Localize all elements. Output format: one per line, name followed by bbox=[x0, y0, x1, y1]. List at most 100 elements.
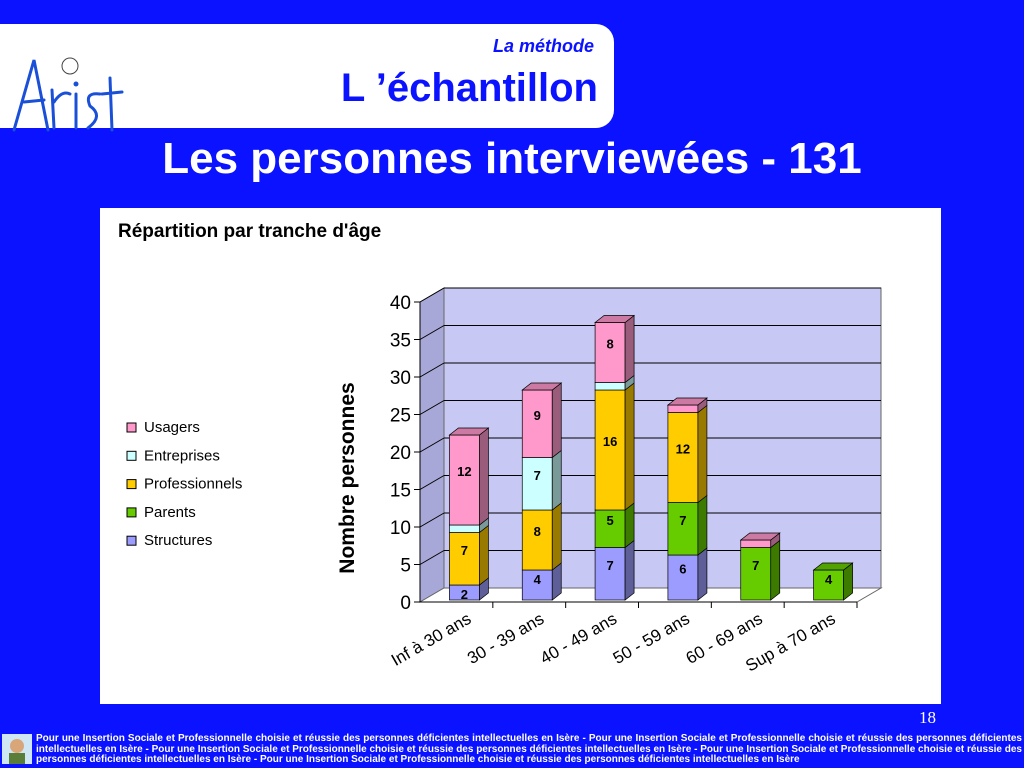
bar-segment bbox=[813, 569, 844, 601]
bar-segment bbox=[740, 547, 772, 601]
gridline-side bbox=[419, 287, 445, 303]
gridline-side bbox=[419, 550, 445, 565]
bar-segment bbox=[594, 322, 626, 383]
bar-segment-side bbox=[551, 382, 562, 459]
legend-swatch bbox=[126, 450, 137, 461]
bar-segment bbox=[449, 434, 480, 526]
bar-segment-side bbox=[624, 382, 635, 511]
footer-text: Pour une Insertion Sociale et Profession… bbox=[36, 733, 1022, 765]
chart-title: Répartition par tranche d'âge bbox=[118, 221, 381, 242]
bar-segment-side bbox=[697, 404, 708, 504]
bar-segment-side bbox=[624, 502, 635, 549]
data-label: 4 bbox=[825, 572, 833, 587]
arist-logo bbox=[12, 57, 124, 132]
bar-segment-side bbox=[697, 547, 708, 601]
y-tick-label: 15 bbox=[390, 481, 411, 502]
header-panel: La méthode L ’échantillon bbox=[0, 24, 614, 132]
data-label: 4 bbox=[534, 572, 542, 587]
bar-segment bbox=[449, 532, 480, 586]
y-tick-label: 20 bbox=[390, 443, 411, 464]
data-label: 16 bbox=[603, 434, 617, 449]
x-tick-label: 30 - 39 ans bbox=[464, 609, 547, 668]
legend-swatch bbox=[126, 479, 137, 490]
bar-segment bbox=[667, 412, 699, 503]
bar-segment bbox=[594, 382, 626, 391]
bar-segment-side bbox=[479, 524, 489, 586]
bar-segment bbox=[667, 502, 699, 556]
data-label: 7 bbox=[606, 558, 613, 573]
data-label: 12 bbox=[676, 442, 690, 457]
bar-segment bbox=[594, 547, 626, 601]
bar-segment-side bbox=[697, 494, 708, 556]
page-number: 18 bbox=[919, 708, 936, 727]
y-tick-label: 35 bbox=[390, 331, 411, 352]
bar-stack: 6 7 12 bbox=[666, 397, 708, 601]
legend-swatch bbox=[126, 507, 137, 518]
data-label: 8 bbox=[534, 524, 541, 539]
legend-swatch bbox=[126, 535, 137, 546]
section-title: L ’échantillon bbox=[340, 66, 598, 110]
gridline-side bbox=[419, 400, 445, 415]
bar-stack: 7 bbox=[739, 532, 781, 601]
data-label: 7 bbox=[461, 543, 468, 558]
data-label: 7 bbox=[752, 558, 759, 573]
data-label: 7 bbox=[679, 513, 686, 528]
data-label: 6 bbox=[679, 562, 686, 577]
bar-stack: 7 5 16 8 bbox=[594, 314, 636, 601]
bar-top bbox=[666, 397, 708, 406]
gridline-side bbox=[419, 512, 445, 528]
bar-segment bbox=[521, 509, 553, 571]
data-label: 12 bbox=[457, 464, 471, 479]
data-label: 2 bbox=[461, 587, 468, 602]
gridline-side bbox=[419, 437, 445, 453]
y-tick-label: 0 bbox=[400, 593, 411, 614]
data-label: 9 bbox=[534, 408, 541, 423]
bar-segment-side bbox=[551, 449, 562, 511]
bar-stack: 4 8 7 9 bbox=[521, 382, 563, 601]
bar-top bbox=[739, 532, 781, 541]
gridline-side bbox=[419, 325, 445, 340]
bar-top bbox=[594, 315, 636, 323]
legend-label: Professionnels bbox=[144, 476, 242, 493]
bar-segment bbox=[521, 389, 553, 458]
bar-segment-side bbox=[624, 539, 635, 601]
legend-swatch bbox=[126, 422, 137, 433]
legend-label: Parents bbox=[144, 504, 196, 521]
data-label: 7 bbox=[534, 468, 541, 483]
x-tick-label: 50 - 59 ans bbox=[610, 609, 693, 668]
legend-label: Structures bbox=[144, 532, 212, 549]
bar-segment bbox=[521, 569, 553, 601]
y-tick-label: 30 bbox=[390, 368, 411, 389]
bar-top bbox=[448, 427, 490, 436]
bar-segment-side bbox=[624, 314, 635, 384]
bar-stack: 2 7 12 bbox=[448, 427, 490, 602]
bar-segment bbox=[449, 524, 480, 533]
plot-floor bbox=[418, 587, 883, 603]
bar-top bbox=[812, 562, 854, 571]
chart: Répartition par tranche d'âge 2 7 12 4 8 7 9 7 5… bbox=[118, 221, 883, 676]
data-label: 8 bbox=[606, 337, 613, 352]
x-tick-label: 40 - 49 ans bbox=[537, 609, 620, 668]
legend-label: Usagers bbox=[144, 419, 200, 436]
gridline-side bbox=[419, 362, 445, 378]
y-tick-label: 25 bbox=[390, 406, 411, 427]
data-label: 5 bbox=[606, 513, 613, 528]
bar-segment bbox=[667, 404, 699, 413]
method-label: La méthode bbox=[492, 36, 594, 56]
y-tick-label: 5 bbox=[400, 556, 411, 577]
chart-panel: Répartition par tranche d'âge 2 7 12 4 8 7 9 7 5… bbox=[100, 208, 941, 704]
bar-segment bbox=[740, 539, 772, 548]
x-tick-label: Inf à 30 ans bbox=[388, 609, 474, 670]
person-icon bbox=[2, 734, 32, 764]
bar-segment-side bbox=[479, 427, 489, 526]
gridline-side bbox=[419, 475, 445, 490]
footer: Pour une Insertion Sociale et Profession… bbox=[0, 732, 1024, 768]
bar-stack: 4 bbox=[812, 562, 854, 601]
bar-segment-side bbox=[770, 539, 781, 601]
bar-segment-side bbox=[551, 502, 562, 571]
y-axis-label: Nombre personnes bbox=[336, 382, 359, 573]
bar-top bbox=[521, 382, 563, 391]
legend-label: Entreprises bbox=[144, 447, 220, 464]
bar-segment bbox=[521, 457, 553, 511]
y-tick-label: 10 bbox=[390, 518, 411, 539]
